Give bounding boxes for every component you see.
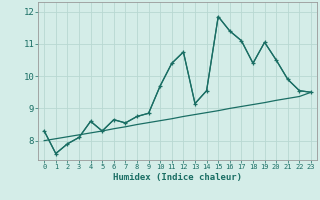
X-axis label: Humidex (Indice chaleur): Humidex (Indice chaleur)	[113, 173, 242, 182]
